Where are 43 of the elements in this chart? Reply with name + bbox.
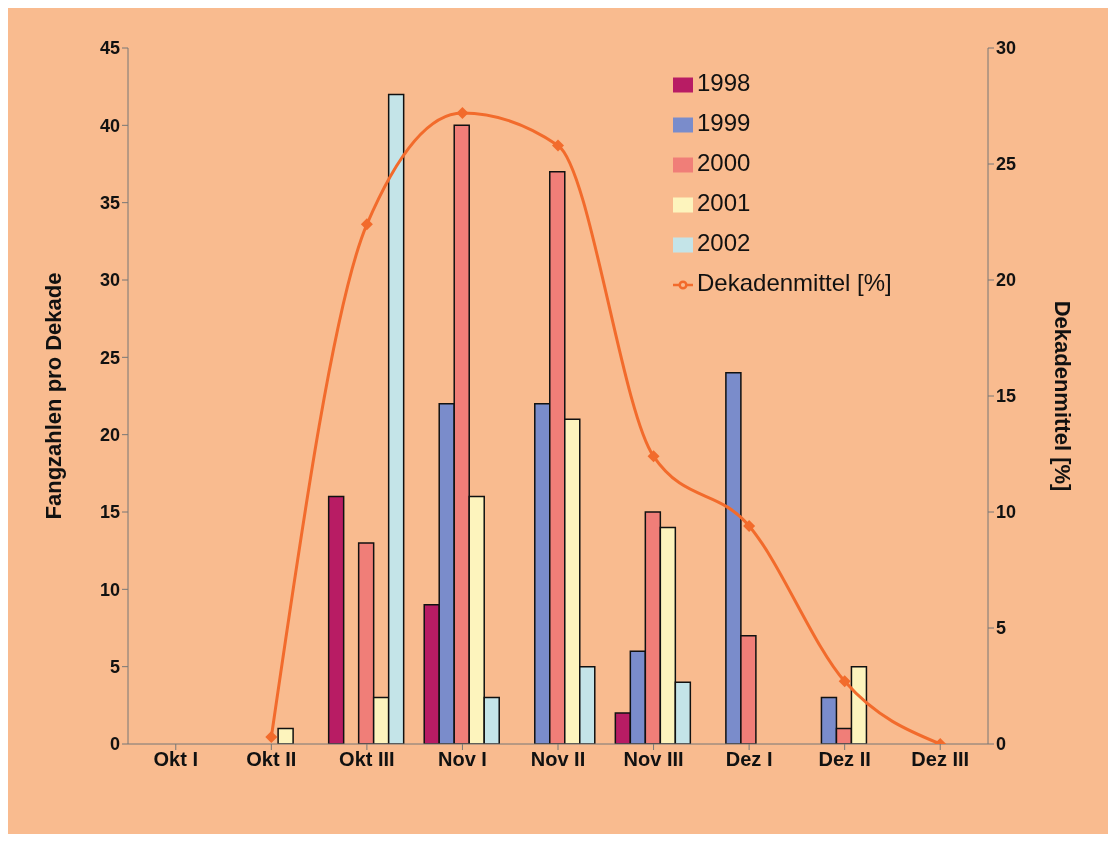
y-axis-title: Fangzahlen pro Dekade — [40, 272, 66, 520]
y-tick-label: 25 — [99, 347, 120, 368]
x-tick-label: Nov III — [623, 748, 684, 771]
legend-label: 2002 — [697, 229, 751, 256]
point — [647, 450, 660, 463]
legend-label: Dekadenmittel [%] — [697, 269, 892, 296]
y-tick-label: 15 — [99, 502, 120, 523]
legend-label: 1999 — [697, 109, 751, 136]
x-tick-label: Nov II — [530, 748, 586, 771]
y-tick-label: 0 — [109, 734, 120, 755]
y2-tick-label: 15 — [996, 386, 1017, 407]
y-tick-label: 45 — [99, 38, 120, 59]
x-tick-label: Dez III — [911, 748, 970, 771]
point — [552, 139, 564, 152]
y-tick-label: 10 — [99, 579, 120, 600]
point — [360, 218, 373, 231]
x-tick-label: Dez I — [725, 748, 773, 771]
y-tick-label: 30 — [99, 270, 120, 291]
point — [743, 519, 756, 532]
y-tick-label: 5 — [109, 657, 120, 678]
y2-tick-label: 5 — [996, 618, 1007, 639]
legend-label: 2001 — [697, 189, 751, 216]
x-tick-label: Dez II — [818, 748, 871, 771]
legend-label: 2000 — [697, 149, 751, 176]
point — [265, 731, 278, 744]
bar — [277, 727, 294, 744]
bar — [327, 495, 345, 744]
x-tick-label: Okt III — [339, 748, 395, 771]
y-tick-label: 35 — [99, 193, 120, 214]
y2-tick-label: 30 — [996, 38, 1017, 59]
y-tick-label: 20 — [99, 425, 120, 446]
y2-tick-label: 20 — [996, 270, 1017, 291]
legend-label: 1998 — [697, 69, 751, 96]
y2-tick-label: 25 — [996, 154, 1017, 175]
point — [456, 106, 469, 119]
y2-tick-label: 0 — [996, 734, 1007, 755]
point — [838, 675, 851, 688]
y-tick-label: 40 — [99, 115, 120, 136]
y2-tick-label: 10 — [996, 502, 1017, 523]
y2-axis-title: Dekadenmittel [%] — [1050, 300, 1076, 492]
x-tick-label: Okt II — [246, 748, 297, 771]
x-tick-label: Okt I — [153, 748, 198, 771]
x-tick-label: Nov I — [437, 748, 487, 771]
